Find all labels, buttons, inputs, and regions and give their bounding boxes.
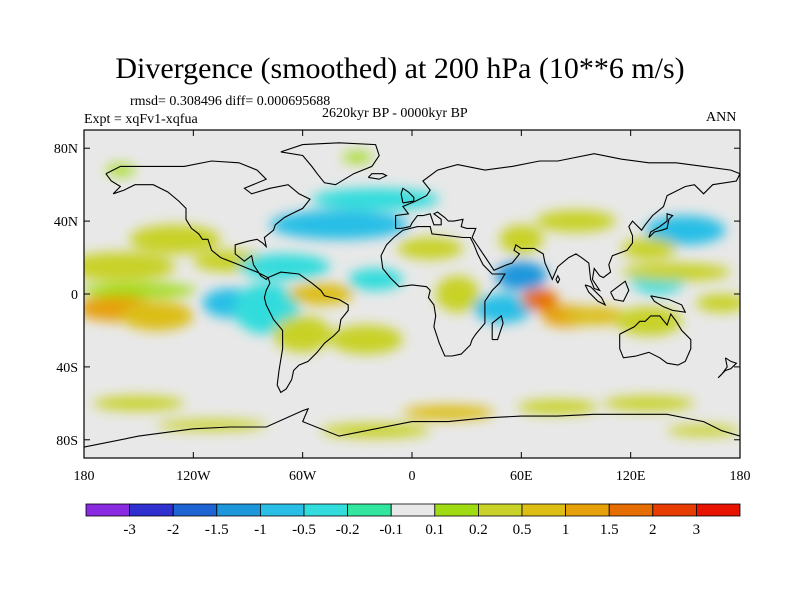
lon-label: 60E bbox=[510, 469, 533, 484]
season-label: ANN bbox=[706, 110, 737, 125]
lon-label: 180 bbox=[74, 469, 95, 484]
coastline bbox=[105, 160, 311, 281]
divergence-blob bbox=[616, 306, 682, 336]
colorbar-swatch bbox=[696, 503, 741, 517]
divergence-blob bbox=[129, 224, 221, 254]
divergence-blob bbox=[499, 224, 544, 254]
lon-label: 120E bbox=[616, 469, 646, 484]
lat-label: 80N bbox=[54, 142, 78, 157]
divergence-blob bbox=[397, 237, 464, 260]
colorbar-swatch bbox=[652, 503, 697, 517]
lon-label: 120W bbox=[176, 469, 211, 484]
colorbar: -3 -2 -1.5 -1 -0.5 -0.2 -0.1 0.1 0.2 0.5 1 1.5 2 3 bbox=[85, 503, 741, 538]
lat-label: 40S bbox=[56, 361, 78, 376]
divergence-blob bbox=[93, 396, 185, 411]
colorbar-swatch bbox=[434, 503, 479, 517]
colorbar-swatch bbox=[477, 503, 523, 517]
colorbar-swatch bbox=[347, 503, 392, 517]
divergence-blob bbox=[84, 283, 197, 298]
coastline bbox=[610, 280, 630, 302]
colorbar-label: 3 bbox=[693, 522, 701, 538]
coastline bbox=[555, 274, 561, 284]
divergence-blob bbox=[342, 151, 372, 163]
lon-label: 0 bbox=[409, 469, 416, 484]
colorbar-swatch bbox=[390, 503, 436, 517]
colorbar-swatch bbox=[259, 503, 305, 517]
colorbar-label: -0.1 bbox=[379, 522, 403, 538]
divergence-blob bbox=[667, 425, 740, 437]
divergence-blob bbox=[561, 306, 628, 325]
divergence-blob bbox=[348, 268, 403, 291]
colorbar-swatch bbox=[608, 503, 654, 517]
lon-label: 180 bbox=[730, 469, 751, 484]
coastline bbox=[395, 153, 740, 292]
coastline bbox=[380, 226, 506, 357]
divergence-blob bbox=[435, 275, 480, 313]
divergence-blob bbox=[603, 396, 695, 411]
divergence-blob bbox=[330, 324, 403, 355]
colorbar-label: -1.5 bbox=[205, 522, 229, 538]
experiment-label: Expt = xqFv1-xqfua bbox=[84, 112, 198, 127]
lat-label: 80S bbox=[56, 434, 78, 449]
coastline bbox=[280, 142, 380, 186]
divergence-blob bbox=[495, 261, 547, 291]
coastlines bbox=[84, 142, 740, 448]
coastline bbox=[367, 173, 388, 180]
colorbar-label: 0.5 bbox=[513, 522, 532, 538]
divergence-blob bbox=[273, 315, 332, 353]
divergence-blob bbox=[84, 252, 176, 282]
colorbar-label: -0.5 bbox=[292, 522, 316, 538]
coastline bbox=[717, 357, 738, 379]
divergence-blob bbox=[621, 263, 731, 282]
coastline bbox=[584, 284, 607, 307]
coastline bbox=[619, 312, 692, 366]
colorbar-label: 1.5 bbox=[600, 522, 619, 538]
divergence-blob bbox=[120, 301, 194, 331]
colorbar-label: -2 bbox=[167, 522, 180, 538]
divergence-blob bbox=[535, 210, 617, 233]
lat-label: 0 bbox=[71, 288, 78, 303]
colorbar-label: -1 bbox=[254, 522, 267, 538]
colorbar-swatch bbox=[521, 503, 566, 517]
coastline bbox=[650, 295, 687, 313]
coastline bbox=[491, 314, 504, 341]
colorbar-swatch bbox=[172, 503, 218, 517]
coastline bbox=[648, 213, 674, 238]
divergence-blob bbox=[517, 399, 598, 415]
colorbar-label: 1 bbox=[562, 522, 570, 538]
coastline bbox=[263, 271, 349, 394]
colorbar-swatch bbox=[565, 503, 610, 517]
rmsd-diff-stats: rmsd= 0.308496 diff= 0.000695688 bbox=[130, 94, 331, 109]
divergence-blob bbox=[621, 237, 677, 260]
lat-label: 40N bbox=[54, 215, 78, 230]
divergence-blob bbox=[402, 405, 495, 420]
axis-ticks: 80N 40N 0 40S 80S 180 120W 60W 0 60E 120E 180 bbox=[54, 130, 751, 484]
period-label: 2620kyr BP - 0000kyr BP bbox=[322, 106, 468, 121]
colorbar-label: -3 bbox=[123, 522, 136, 538]
colorbar-label: 0.1 bbox=[425, 522, 444, 538]
divergence-blob bbox=[473, 294, 533, 324]
colorbar-swatch bbox=[85, 503, 130, 517]
divergence-blob bbox=[269, 210, 409, 240]
plot-title: Divergence (smoothed) at 200 hPa (10**6 … bbox=[115, 52, 685, 85]
colorbar-label: 2 bbox=[649, 522, 657, 538]
coastline bbox=[400, 187, 415, 204]
lon-label: 60W bbox=[289, 469, 317, 484]
coastline bbox=[84, 407, 740, 448]
divergence-blob bbox=[156, 419, 267, 431]
divergence-blob bbox=[238, 253, 330, 280]
divergence-blob bbox=[105, 164, 136, 176]
colorbar-swatch bbox=[129, 503, 174, 517]
colorbar-label: -0.2 bbox=[336, 522, 360, 538]
divergence-blob bbox=[521, 288, 558, 311]
divergence-blob bbox=[288, 283, 354, 305]
colorbar-swatch bbox=[303, 503, 348, 517]
divergence-blob bbox=[696, 294, 740, 313]
colorbar-swatch bbox=[216, 503, 261, 517]
colorbar-label: 0.2 bbox=[469, 522, 488, 538]
